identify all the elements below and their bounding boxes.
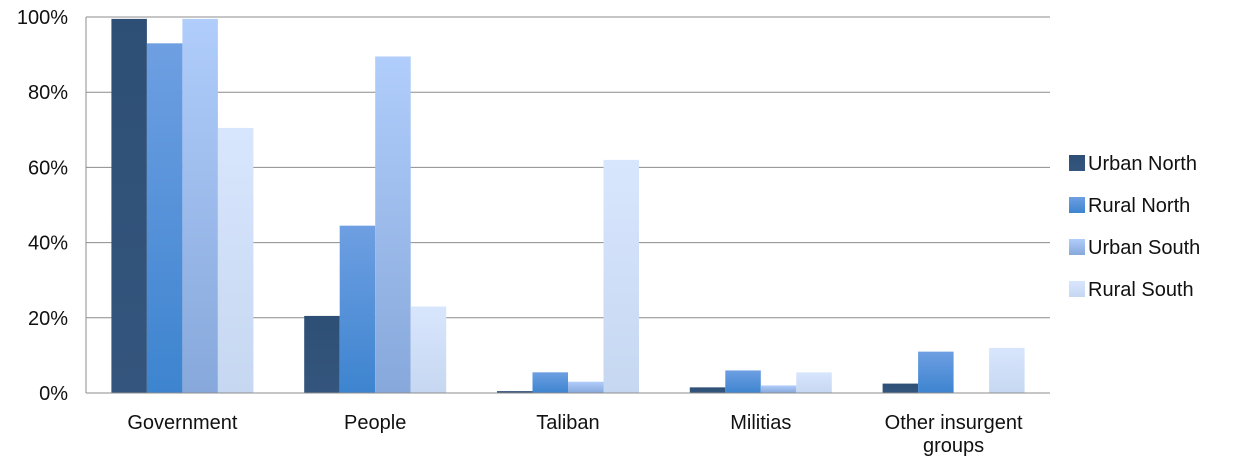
bar-rural-north-other-insurgent-groups <box>918 351 954 393</box>
legend-label-urban-north: Urban North <box>1088 153 1197 175</box>
bar-rural-south-taliban <box>603 159 639 393</box>
bar-rural-north-government <box>146 43 183 393</box>
axes: 0% 20% 40% 60% 80% 100% Government People Taliba… <box>17 7 1050 457</box>
x-tick-label: Taliban <box>536 412 599 434</box>
legend-label-urban-south: Urban South <box>1088 237 1200 259</box>
bar-rural-south-people <box>410 306 447 393</box>
bar-rural-south-other-insurgent-groups <box>989 347 1025 393</box>
bar-urban-north-other-insurgent-groups <box>882 383 919 393</box>
y-tick-label: 20% <box>28 308 68 330</box>
bar-urban-south-militias <box>760 385 797 393</box>
bar-urban-south-government <box>182 18 218 393</box>
legend-swatch-urban-north <box>1069 155 1085 171</box>
bars <box>111 18 1025 394</box>
bar-urban-south-people <box>375 56 411 393</box>
bar-urban-north-militias <box>689 387 726 393</box>
legend-label-rural-north: Rural North <box>1088 195 1190 217</box>
legend-swatch-urban-south <box>1069 239 1085 255</box>
x-tick-label: Militias <box>730 412 791 434</box>
bar-rural-north-people <box>339 225 376 393</box>
bar-rural-south-militias <box>796 372 832 393</box>
legend-swatch-rural-south <box>1069 281 1085 297</box>
bar-rural-south-government <box>217 127 254 394</box>
x-tick-label: Other insurgent groups <box>885 412 1023 457</box>
legend-swatch-rural-north <box>1069 197 1085 213</box>
bar-urban-north-government <box>111 18 147 393</box>
y-tick-label: 60% <box>28 157 68 179</box>
legend-label-rural-south: Rural South <box>1088 279 1194 301</box>
bar-urban-south-taliban <box>568 381 604 393</box>
y-tick-label: 80% <box>28 82 68 104</box>
x-tick-label: Government <box>127 412 237 434</box>
bar-rural-north-militias <box>725 370 761 393</box>
legend: Urban North Rural North Urban South Rural S… <box>1069 153 1200 301</box>
bar-rural-north-taliban <box>532 372 568 393</box>
y-tick-label: 40% <box>28 233 68 255</box>
y-tick-label: 0% <box>39 383 68 405</box>
bar-urban-north-taliban <box>497 391 533 393</box>
y-tick-label: 100% <box>17 7 68 29</box>
x-tick-label: People <box>344 412 406 434</box>
bar-urban-north-people <box>304 315 340 393</box>
